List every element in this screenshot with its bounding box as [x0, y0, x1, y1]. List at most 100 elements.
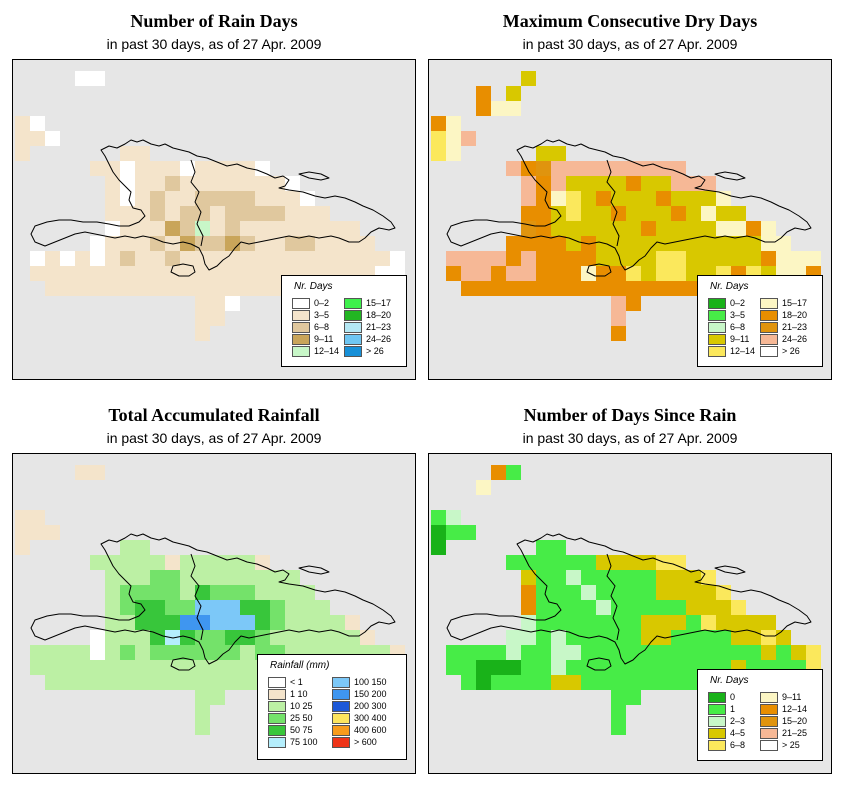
grid-cell — [596, 266, 611, 281]
grid-cell — [716, 630, 731, 645]
grid-cell — [626, 266, 641, 281]
grid-cell — [105, 570, 120, 585]
grid-cell — [180, 266, 195, 281]
grid-cell — [641, 555, 656, 570]
grid-cell — [566, 161, 581, 176]
grid-cell — [536, 191, 551, 206]
grid-cell — [270, 206, 285, 221]
grid-cell — [626, 296, 641, 311]
grid-cell — [105, 251, 120, 266]
grid-cell — [270, 251, 285, 266]
grid-cell — [135, 615, 150, 630]
grid-cell — [255, 600, 270, 615]
grid-cell — [581, 206, 596, 221]
grid-cell — [431, 116, 446, 131]
grid-cell — [791, 251, 806, 266]
grid-cell — [135, 146, 150, 161]
legend-label: 4–5 — [730, 728, 746, 738]
legend-swatch — [268, 725, 286, 736]
grid-cell — [150, 221, 165, 236]
grid-cell — [165, 221, 180, 236]
grid-cell — [210, 206, 225, 221]
legend-item: 21–23 — [760, 322, 810, 334]
grid-cell — [641, 281, 656, 296]
grid-cell — [491, 266, 506, 281]
grid-cell — [611, 191, 626, 206]
grid-cell — [120, 251, 135, 266]
grid-cell — [210, 570, 225, 585]
grid-cell — [255, 221, 270, 236]
grid-cell — [446, 660, 461, 675]
grid-cell — [180, 206, 195, 221]
grid-cell — [596, 600, 611, 615]
grid-cell — [536, 281, 551, 296]
grid-cell — [626, 585, 641, 600]
grid-cell — [521, 281, 536, 296]
grid-cell — [150, 555, 165, 570]
grid-cell — [656, 191, 671, 206]
grid-cell — [180, 645, 195, 660]
grid-cell — [285, 221, 300, 236]
grid-cell — [461, 645, 476, 660]
grid-cell — [285, 236, 300, 251]
legend-label: 9–11 — [730, 334, 750, 344]
grid-cell — [105, 176, 120, 191]
grid-cell — [45, 675, 60, 690]
grid-cell — [521, 236, 536, 251]
panel-title: Maximum Consecutive Dry Days — [502, 11, 758, 31]
grid-cell — [90, 161, 105, 176]
grid-cell — [626, 615, 641, 630]
grid-cell — [135, 645, 150, 660]
grid-cell — [255, 570, 270, 585]
grid-cell — [30, 510, 45, 525]
legend-item: 1 — [708, 704, 758, 716]
grid-cell — [596, 570, 611, 585]
legend-item: 3–5 — [708, 310, 758, 322]
grid-cell — [210, 311, 225, 326]
grid-cell — [521, 570, 536, 585]
grid-cell — [165, 645, 180, 660]
legend-item: 4–5 — [708, 728, 758, 740]
grid-cell — [476, 251, 491, 266]
grid-cell — [596, 585, 611, 600]
grid-cell — [506, 555, 521, 570]
legend-item: 75 100 — [268, 737, 330, 749]
grid-cell — [566, 645, 581, 660]
grid-cell — [521, 71, 536, 86]
grid-cell — [60, 675, 75, 690]
grid-cell — [120, 176, 135, 191]
coastline-path — [586, 263, 612, 277]
legend-swatch — [760, 298, 778, 309]
grid-cell — [581, 660, 596, 675]
grid-cell — [476, 266, 491, 281]
grid-cell — [330, 630, 345, 645]
grid-cell — [521, 221, 536, 236]
legend-label: > 26 — [782, 346, 800, 356]
grid-cell — [195, 326, 210, 341]
grid-cell — [551, 176, 566, 191]
grid-cell — [135, 176, 150, 191]
legend-item: 12–14 — [292, 346, 342, 358]
grid-cell — [611, 645, 626, 660]
grid-cell — [566, 206, 581, 221]
grid-cell — [506, 465, 521, 480]
grid-cell — [45, 645, 60, 660]
grid-cell — [90, 465, 105, 480]
grid-cell — [270, 615, 285, 630]
grid-cell — [611, 675, 626, 690]
grid-cell — [150, 645, 165, 660]
grid-cell — [461, 525, 476, 540]
grid-cell — [656, 251, 671, 266]
grid-cell — [776, 630, 791, 645]
legend-swatch — [332, 701, 350, 712]
legend-swatch — [708, 716, 726, 727]
grid-cell — [536, 600, 551, 615]
legend-item: 15–17 — [760, 298, 810, 310]
grid-cell — [150, 281, 165, 296]
grid-cell — [731, 251, 746, 266]
legend-swatch — [332, 725, 350, 736]
grid-cell — [240, 251, 255, 266]
grid-cell — [165, 660, 180, 675]
grid-cell — [596, 176, 611, 191]
legend-label: 6–8 — [730, 740, 746, 750]
